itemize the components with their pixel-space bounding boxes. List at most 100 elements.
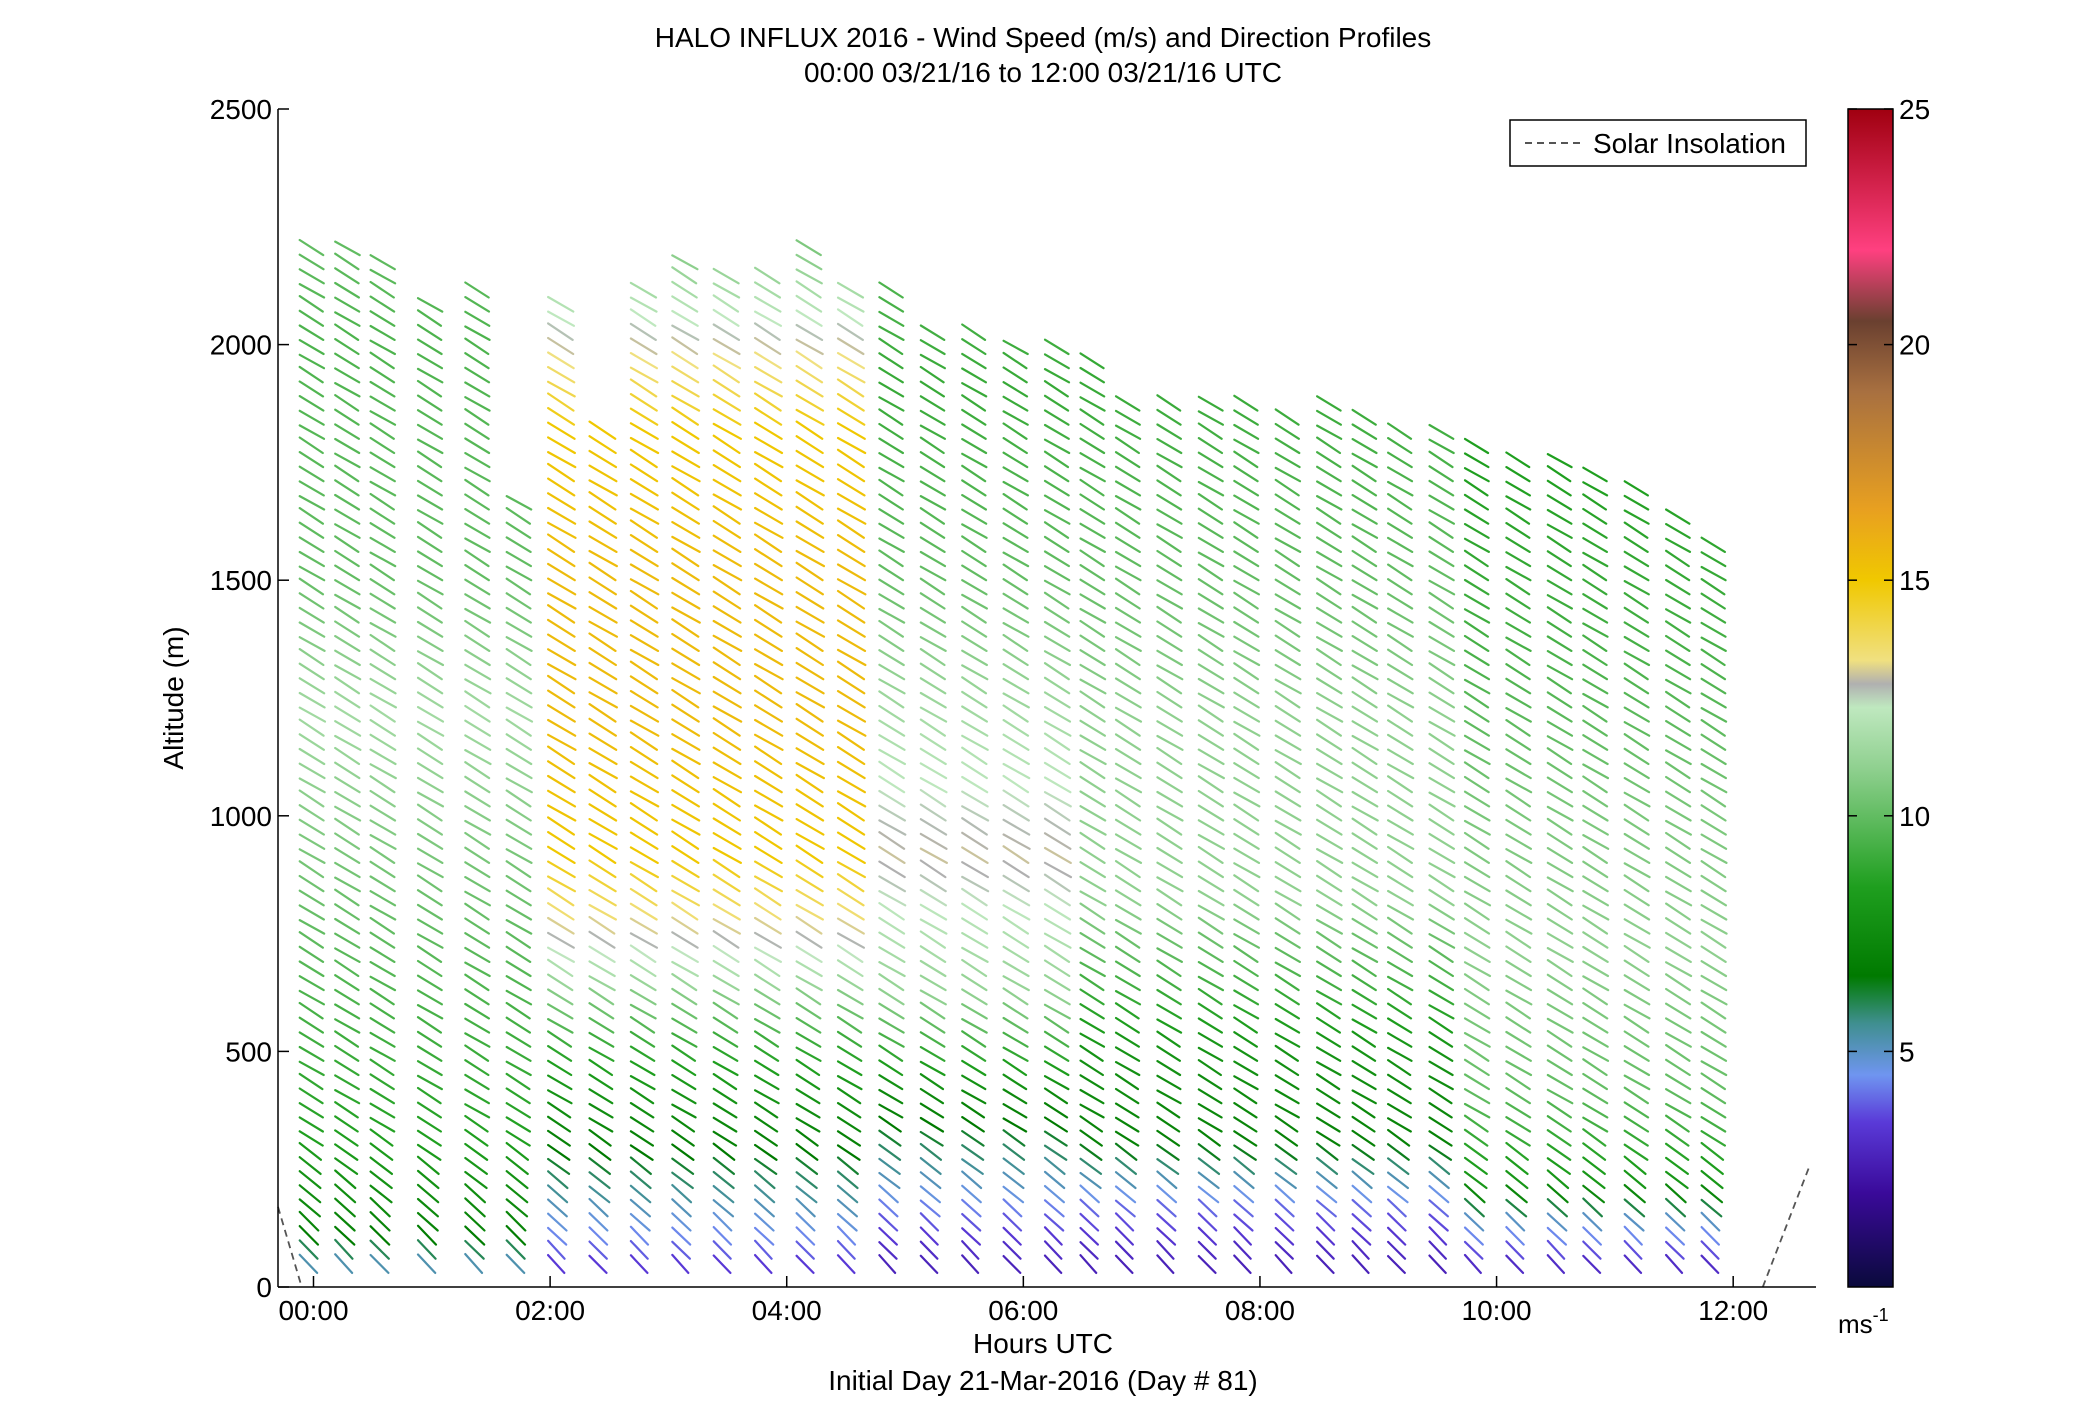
wind-barb <box>961 676 988 695</box>
wind-barb <box>1505 945 1532 964</box>
wind-barb <box>1114 395 1141 412</box>
wind-barb <box>1156 1018 1183 1034</box>
wind-barb <box>1623 918 1651 935</box>
wind-barb <box>1463 875 1491 893</box>
wind-barb <box>1002 889 1031 907</box>
wind-barb <box>1623 1101 1650 1119</box>
wind-barb <box>334 790 361 808</box>
wind-barb <box>1079 549 1105 568</box>
wind-barb <box>1274 775 1301 794</box>
wind-barb <box>1197 422 1223 440</box>
wind-barb <box>1197 960 1224 978</box>
wind-barb <box>1386 904 1415 921</box>
wind-barb <box>1428 479 1455 497</box>
wind-barb <box>712 1072 738 1091</box>
wind-barb <box>712 323 741 341</box>
wind-barb <box>1428 509 1456 525</box>
wind-barb <box>1233 762 1260 780</box>
wind-barb <box>546 887 575 907</box>
wind-barb <box>878 537 905 554</box>
wind-barb <box>298 718 325 737</box>
wind-barb <box>1546 747 1573 766</box>
wind-barb <box>1079 508 1106 525</box>
wind-barb <box>1114 436 1141 455</box>
wind-barb <box>1546 453 1573 469</box>
wind-barb <box>1700 706 1728 723</box>
wind-barb <box>795 605 825 624</box>
wind-barb <box>1463 522 1490 539</box>
wind-barb <box>1463 1043 1490 1062</box>
wind-barb <box>919 747 947 766</box>
wind-barb <box>671 1059 697 1077</box>
wind-barb <box>1315 662 1343 681</box>
wind-barb <box>795 561 824 582</box>
wind-barb <box>369 748 397 766</box>
wind-barb <box>629 548 659 568</box>
wind-barb <box>369 324 396 341</box>
wind-barb <box>1197 563 1224 582</box>
wind-barb <box>1114 803 1142 822</box>
wind-barb <box>546 733 577 751</box>
wind-barb <box>1315 409 1343 426</box>
wind-barb <box>1233 1170 1255 1190</box>
wind-barb <box>1079 831 1106 850</box>
wind-barb <box>369 804 397 822</box>
wind-barb <box>1428 832 1456 850</box>
wind-barb <box>1315 436 1342 455</box>
wind-barb <box>298 365 324 384</box>
wind-barb <box>298 1253 319 1275</box>
wind-barb <box>753 1074 780 1091</box>
y-tick-label: 1000 <box>210 801 272 832</box>
wind-barb <box>1386 480 1414 497</box>
wind-barb <box>505 931 532 949</box>
wind-barb <box>588 520 618 539</box>
wind-barb <box>1197 916 1224 935</box>
wind-barb <box>1079 931 1106 949</box>
wind-barb <box>1197 551 1225 568</box>
wind-barb <box>919 706 948 723</box>
wind-barb <box>629 393 658 412</box>
wind-barb <box>334 367 361 384</box>
wind-barb <box>334 720 362 737</box>
wind-barb <box>1463 1253 1482 1275</box>
wind-barb <box>505 762 533 780</box>
wind-barb <box>1197 748 1225 766</box>
wind-barb <box>1700 960 1728 978</box>
wind-barb <box>1351 523 1379 539</box>
wind-barb <box>298 945 325 964</box>
wind-barb <box>464 1044 490 1062</box>
wind-barb <box>1546 917 1574 935</box>
wind-barb <box>298 762 326 780</box>
wind-barb <box>588 420 617 440</box>
wind-barb <box>1700 762 1728 780</box>
wind-barb <box>919 577 946 596</box>
wind-barb <box>1428 650 1456 667</box>
wind-barb <box>369 1073 395 1091</box>
wind-barb <box>712 282 741 299</box>
wind-barb <box>369 1087 395 1105</box>
wind-barb <box>836 589 866 610</box>
wind-barb <box>1315 960 1342 978</box>
wind-barb <box>1428 635 1456 653</box>
wind-barb <box>416 535 443 554</box>
wind-barb <box>1043 917 1072 935</box>
wind-barb <box>1002 648 1029 667</box>
wind-barb <box>369 466 396 483</box>
wind-barb <box>1623 1015 1650 1034</box>
wind-barb <box>1664 634 1691 653</box>
wind-barb <box>1156 1089 1182 1105</box>
wind-barb <box>416 889 443 907</box>
wind-barb <box>1351 817 1378 836</box>
wind-barb <box>1156 1074 1182 1091</box>
wind-barb <box>298 1016 324 1034</box>
wind-barb <box>1505 1254 1525 1275</box>
wind-barb <box>505 647 532 667</box>
wind-barb <box>1274 961 1302 978</box>
wind-barb <box>961 1044 987 1062</box>
wind-barb <box>416 832 444 850</box>
wind-barb <box>1197 1058 1223 1077</box>
wind-barb <box>1700 904 1728 921</box>
wind-barb <box>1079 790 1107 808</box>
wind-barb <box>1114 1060 1141 1077</box>
wind-barb <box>712 393 742 412</box>
